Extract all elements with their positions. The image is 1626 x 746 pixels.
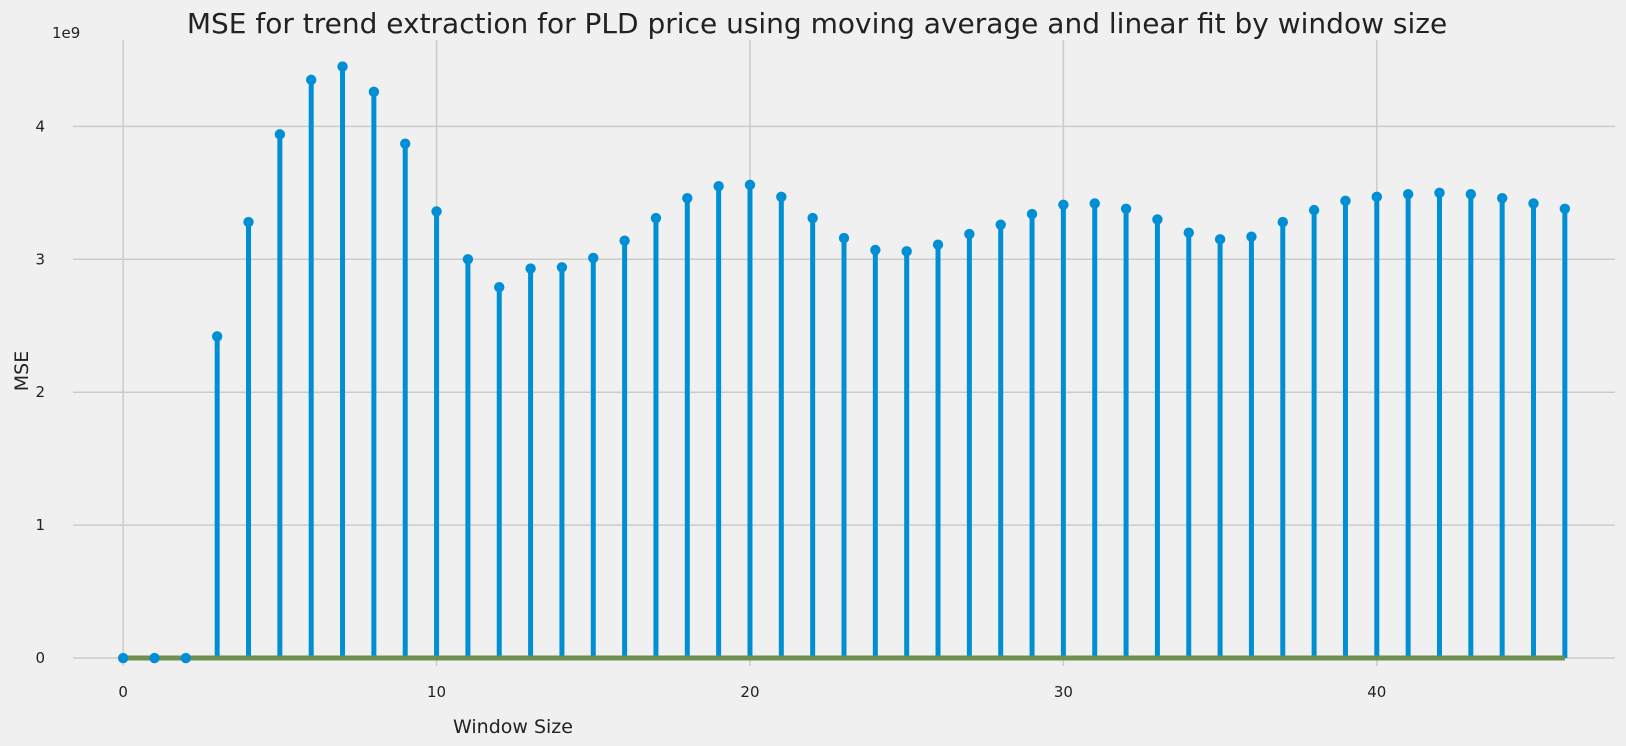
- data-point-marker: [1465, 188, 1477, 200]
- data-point-marker: [1308, 204, 1320, 216]
- x-axis-label: Window Size: [453, 716, 573, 738]
- y-tick-label: 0: [35, 649, 45, 667]
- data-point-marker: [932, 239, 944, 250]
- y-tick-label: 2: [35, 383, 45, 401]
- data-point-marker: [1559, 203, 1571, 214]
- axis-ticks: 0 10 20 30 40 0 1 2 3 4: [35, 117, 1386, 701]
- data-point-marker: [494, 282, 505, 293]
- data-point-marker: [149, 652, 160, 664]
- stem-series: [117, 61, 1571, 664]
- data-point-marker: [964, 228, 975, 240]
- data-point-marker: [368, 86, 380, 98]
- data-point-marker: [1246, 231, 1257, 242]
- x-tick-label: 30: [1054, 683, 1073, 701]
- data-point-marker: [1026, 208, 1038, 220]
- data-point-marker: [619, 235, 630, 246]
- y-axis-label: MSE: [11, 351, 33, 391]
- data-point-marker: [1120, 203, 1132, 214]
- data-point-marker: [1183, 227, 1194, 238]
- data-point-marker: [1089, 198, 1100, 209]
- data-point-marker: [901, 246, 912, 257]
- data-point-marker: [807, 212, 818, 224]
- data-point-marker: [1340, 195, 1351, 207]
- data-point-marker: [431, 206, 442, 217]
- data-point-marker: [588, 252, 599, 264]
- data-point-marker: [305, 74, 317, 86]
- data-point-marker: [274, 129, 286, 140]
- data-point-marker: [556, 262, 568, 273]
- data-point-marker: [870, 244, 881, 256]
- y-tick-label: 4: [35, 117, 45, 135]
- data-point-marker: [337, 61, 348, 72]
- data-point-marker: [1214, 234, 1226, 245]
- data-point-marker: [211, 331, 223, 342]
- data-point-marker: [744, 179, 756, 191]
- data-point-marker: [650, 212, 662, 224]
- data-point-marker: [525, 263, 536, 274]
- chart-title: MSE for trend extraction for PLD price u…: [187, 7, 1447, 40]
- x-tick-label: 40: [1367, 683, 1386, 701]
- x-tick-label: 0: [118, 683, 128, 701]
- data-point-marker: [180, 652, 192, 664]
- data-point-marker: [462, 254, 474, 265]
- data-point-marker: [1152, 214, 1163, 225]
- data-point-marker: [1496, 192, 1508, 204]
- data-point-marker: [400, 138, 411, 149]
- data-point-marker: [1058, 199, 1069, 211]
- data-point-marker: [838, 232, 850, 244]
- x-tick-label: 20: [740, 683, 759, 701]
- data-point-marker: [1277, 216, 1288, 228]
- data-point-marker: [995, 219, 1006, 230]
- y-tick-label: 1: [35, 516, 45, 534]
- x-tick-label: 10: [427, 683, 446, 701]
- data-point-marker: [713, 180, 724, 192]
- data-point-marker: [117, 652, 129, 664]
- data-point-marker: [776, 191, 787, 203]
- data-point-marker: [1434, 187, 1445, 199]
- data-point-marker: [243, 216, 254, 228]
- y-axis-scale-label: 1e9: [52, 24, 80, 42]
- y-tick-label: 3: [35, 250, 45, 268]
- data-point-marker: [1528, 198, 1539, 209]
- data-point-marker: [682, 192, 693, 204]
- data-point-marker: [1402, 188, 1414, 200]
- data-point-marker: [1371, 191, 1383, 203]
